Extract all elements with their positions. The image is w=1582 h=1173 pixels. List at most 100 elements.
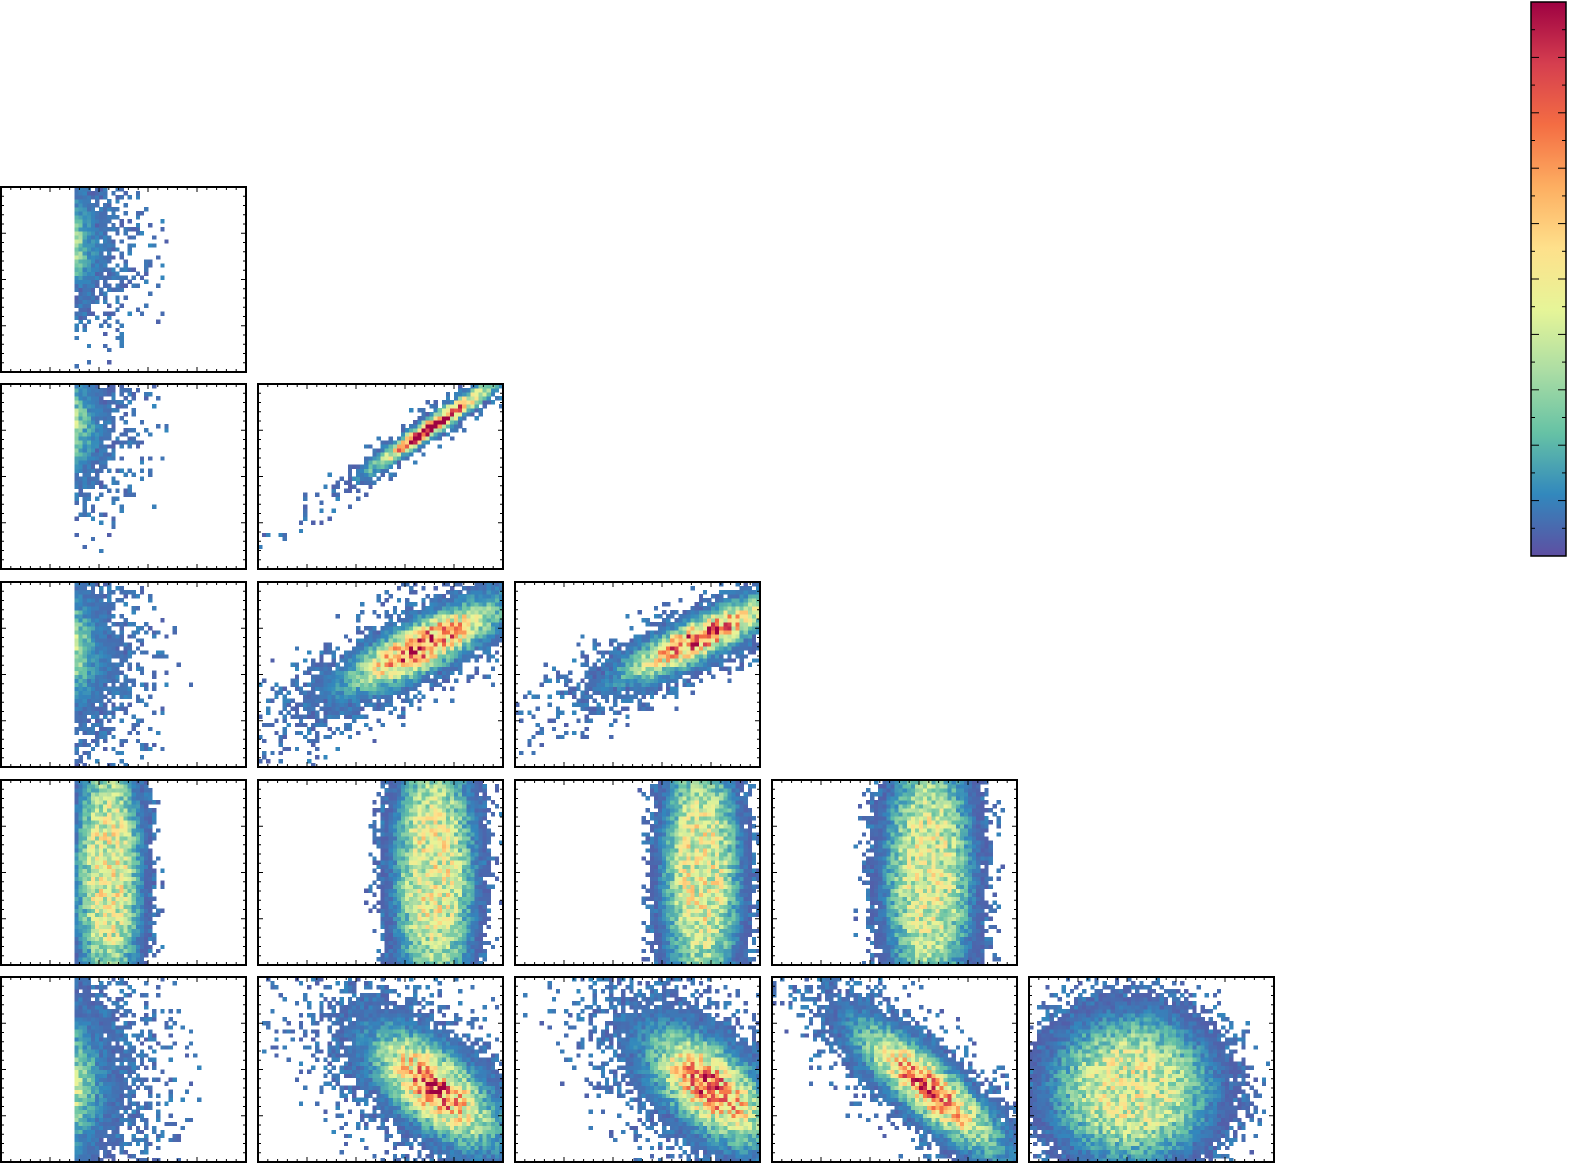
heatmap-cell bbox=[115, 900, 120, 905]
heatmap-cell bbox=[478, 614, 483, 619]
heatmap-cell bbox=[94, 460, 100, 465]
heatmap-cell bbox=[176, 662, 181, 667]
heatmap-cell bbox=[143, 824, 149, 829]
heatmap-cell bbox=[343, 654, 349, 659]
heatmap-cell bbox=[751, 642, 757, 647]
heatmap-cell bbox=[425, 412, 430, 417]
heatmap-cell bbox=[719, 650, 724, 655]
heatmap-cell bbox=[449, 622, 455, 627]
heatmap-cell bbox=[78, 904, 83, 909]
heatmap-cell bbox=[82, 392, 88, 397]
heatmap-cell bbox=[94, 792, 100, 797]
heatmap-cell bbox=[131, 678, 137, 683]
heatmap-cell bbox=[99, 287, 104, 292]
heatmap-cell bbox=[152, 912, 157, 918]
heatmap-cell bbox=[94, 900, 100, 905]
heatmap-cell bbox=[99, 195, 104, 200]
heatmap-cell bbox=[131, 267, 137, 272]
heatmap-cell bbox=[119, 400, 124, 405]
heatmap-cell bbox=[148, 948, 153, 954]
heatmap-cell bbox=[107, 690, 112, 695]
heatmap-cell bbox=[462, 602, 467, 607]
heatmap-cell bbox=[735, 630, 740, 635]
heatmap-cell bbox=[94, 191, 100, 196]
heatmap-cell bbox=[645, 670, 651, 675]
heatmap-cell bbox=[74, 832, 79, 837]
heatmap-cell bbox=[123, 472, 128, 477]
heatmap-cell bbox=[107, 590, 112, 595]
heatmap-cell bbox=[82, 722, 88, 728]
heatmap-cell bbox=[482, 674, 487, 679]
heatmap-cell bbox=[584, 698, 589, 703]
heatmap-cell bbox=[135, 444, 141, 449]
heatmap-cell bbox=[107, 239, 112, 244]
heatmap-cell bbox=[131, 235, 137, 240]
heatmap-cell bbox=[694, 622, 700, 627]
heatmap-cell bbox=[127, 800, 132, 805]
heatmap-cell bbox=[727, 602, 732, 607]
heatmap-cell bbox=[368, 484, 373, 489]
heatmap-cell bbox=[111, 287, 116, 292]
heatmap-cell bbox=[356, 698, 361, 703]
heatmap-cell bbox=[580, 634, 585, 639]
heatmap-cell bbox=[421, 694, 426, 699]
heatmap-cell bbox=[645, 618, 651, 623]
heatmap-cell bbox=[94, 856, 100, 861]
heatmap-cell bbox=[400, 444, 406, 449]
heatmap-cell bbox=[666, 650, 671, 655]
heatmap-cell bbox=[490, 682, 496, 687]
heatmap-cell bbox=[111, 932, 116, 938]
heatmap-cell bbox=[115, 638, 120, 643]
heatmap-cell bbox=[74, 746, 79, 752]
heatmap-cell bbox=[470, 598, 475, 603]
heatmap-cell bbox=[564, 730, 569, 736]
heatmap-cell bbox=[625, 690, 630, 695]
heatmap-cell bbox=[405, 666, 410, 671]
heatmap-cell bbox=[449, 400, 455, 405]
heatmap-cell bbox=[74, 784, 79, 789]
heatmap-cell bbox=[719, 626, 724, 631]
heatmap-cell bbox=[596, 702, 602, 707]
heatmap-cell bbox=[441, 400, 447, 405]
heatmap-cell bbox=[368, 646, 373, 651]
heatmap-cell bbox=[148, 912, 153, 918]
heatmap-cell bbox=[94, 295, 100, 300]
heatmap-cell bbox=[94, 686, 100, 691]
heatmap-cell bbox=[417, 650, 422, 655]
heatmap-cell bbox=[82, 199, 88, 204]
heatmap-cell bbox=[462, 646, 467, 651]
heatmap-cell bbox=[127, 784, 132, 789]
heatmap-cell bbox=[678, 654, 683, 659]
heatmap-cell bbox=[458, 400, 463, 405]
heatmap-cell bbox=[372, 646, 377, 651]
heatmap-cell bbox=[653, 690, 659, 695]
heatmap-cell bbox=[413, 682, 418, 687]
heatmap-cell bbox=[107, 602, 112, 607]
heatmap-cell bbox=[380, 722, 385, 728]
heatmap-cell bbox=[608, 682, 614, 687]
heatmap-cell bbox=[449, 614, 455, 619]
heatmap-cell bbox=[674, 662, 679, 667]
heatmap-cell bbox=[127, 904, 132, 909]
heatmap-cell bbox=[339, 674, 345, 679]
heatmap-cell bbox=[674, 630, 679, 635]
heatmap-cell bbox=[74, 263, 79, 268]
heatmap-cell bbox=[78, 215, 83, 220]
heatmap-cell bbox=[111, 630, 116, 635]
heatmap-cell bbox=[86, 710, 92, 716]
heatmap-cell bbox=[139, 650, 145, 655]
heatmap-cell bbox=[111, 662, 116, 667]
heatmap-cell bbox=[294, 710, 300, 716]
heatmap-cell bbox=[441, 602, 447, 607]
heatmap-cell bbox=[148, 259, 153, 264]
heatmap-cell bbox=[115, 622, 120, 627]
heatmap-cell bbox=[384, 702, 389, 707]
heatmap-cell bbox=[131, 828, 137, 833]
heatmap-cell bbox=[372, 702, 377, 707]
heatmap-cell bbox=[78, 642, 83, 647]
heatmap-cell bbox=[621, 642, 626, 647]
heatmap-cell bbox=[111, 211, 116, 216]
heatmap-cell bbox=[74, 400, 79, 405]
panel-ticks bbox=[1, 384, 246, 569]
heatmap-cell bbox=[74, 646, 79, 651]
